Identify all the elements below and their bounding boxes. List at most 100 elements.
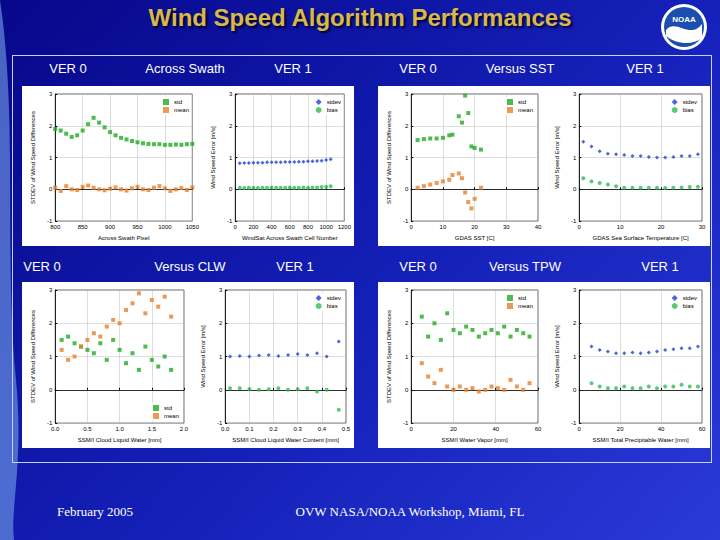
svg-text:0: 0: [410, 426, 414, 432]
svg-text:0: 0: [405, 186, 409, 192]
svg-text:std: std: [518, 99, 526, 105]
svg-text:WindSat Across Swath Cell Numb: WindSat Across Swath Cell Number: [242, 235, 338, 241]
svg-text:mean: mean: [174, 107, 189, 113]
svg-text:2: 2: [573, 320, 577, 326]
svg-text:1: 1: [573, 354, 577, 360]
svg-text:0: 0: [578, 426, 582, 432]
svg-text:2: 2: [405, 320, 409, 326]
svg-text:STDEV of Wind Speed Difference: STDEV of Wind Speed Differences: [30, 111, 36, 204]
svg-text:std: std: [518, 295, 526, 301]
svg-text:40: 40: [658, 426, 665, 432]
svg-text:0: 0: [410, 224, 414, 230]
svg-text:40: 40: [492, 426, 499, 432]
svg-text:STDEV of Wind Speed Difference: STDEV of Wind Speed Differences: [30, 310, 36, 403]
svg-text:2: 2: [49, 320, 53, 326]
svg-text:stdev: stdev: [683, 99, 697, 105]
svg-text:60: 60: [699, 426, 706, 432]
svg-text:2: 2: [405, 123, 409, 129]
svg-text:900: 900: [105, 224, 116, 230]
svg-text:Wind Speed Error [m/s]: Wind Speed Error [m/s]: [200, 325, 206, 388]
svg-text:0.5: 0.5: [83, 426, 92, 432]
svg-text:0.0: 0.0: [51, 426, 60, 432]
svg-text:20: 20: [617, 426, 624, 432]
svg-text:0: 0: [573, 186, 577, 192]
svg-text:0.2: 0.2: [269, 426, 278, 432]
svg-text:20: 20: [658, 224, 665, 230]
svg-text:0: 0: [234, 224, 238, 230]
svg-text:Wind Speed Error [m/s]: Wind Speed Error [m/s]: [554, 126, 560, 189]
svg-text:2: 2: [573, 123, 577, 129]
svg-text:SSM/I Cloud Liquid Water Conte: SSM/I Cloud Liquid Water Content [mm]: [232, 437, 339, 443]
svg-text:mean: mean: [518, 303, 533, 309]
svg-text:-1: -1: [403, 420, 409, 426]
svg-text:1: 1: [405, 354, 409, 360]
svg-text:0: 0: [49, 186, 53, 192]
svg-text:1000: 1000: [319, 224, 333, 230]
svg-text:stdev: stdev: [327, 295, 341, 301]
svg-text:10: 10: [440, 224, 447, 230]
svg-text:1000: 1000: [158, 224, 172, 230]
svg-text:-1: -1: [227, 218, 233, 224]
svg-text:1: 1: [49, 155, 53, 161]
svg-text:2.0: 2.0: [180, 426, 189, 432]
svg-text:Wind Speed Error [m/s]: Wind Speed Error [m/s]: [554, 325, 560, 388]
svg-text:20: 20: [450, 426, 457, 432]
svg-text:850: 850: [78, 224, 89, 230]
svg-text:0: 0: [229, 186, 233, 192]
svg-text:0: 0: [573, 387, 577, 393]
svg-text:30: 30: [699, 224, 706, 230]
svg-text:std: std: [174, 99, 182, 105]
svg-text:0: 0: [219, 387, 223, 393]
svg-text:1200: 1200: [338, 224, 352, 230]
svg-text:1.0: 1.0: [115, 426, 124, 432]
svg-text:600: 600: [285, 224, 296, 230]
svg-text:1.5: 1.5: [148, 426, 157, 432]
svg-text:1: 1: [229, 155, 233, 161]
svg-text:3: 3: [405, 287, 409, 293]
svg-text:950: 950: [132, 224, 143, 230]
svg-text:3: 3: [229, 91, 233, 97]
svg-text:3: 3: [49, 287, 53, 293]
svg-text:GDAS SST [C]: GDAS SST [C]: [455, 235, 495, 241]
svg-text:SSM/I Total Precipitable Water: SSM/I Total Precipitable Water [mm]: [593, 437, 689, 443]
svg-text:1050: 1050: [186, 224, 200, 230]
svg-text:1: 1: [219, 354, 223, 360]
svg-text:SSM/I Water Vapor [mm]: SSM/I Water Vapor [mm]: [442, 437, 508, 443]
svg-text:bias: bias: [327, 303, 338, 309]
svg-text:0.3: 0.3: [294, 426, 303, 432]
svg-text:0.0: 0.0: [221, 426, 230, 432]
svg-text:NOAA: NOAA: [672, 15, 696, 24]
svg-text:0: 0: [405, 387, 409, 393]
svg-text:3: 3: [405, 91, 409, 97]
svg-text:stdev: stdev: [683, 295, 697, 301]
svg-text:GDAS Sea Surface Temperature [: GDAS Sea Surface Temperature [C]: [592, 235, 689, 241]
svg-text:200: 200: [248, 224, 259, 230]
svg-text:2: 2: [229, 123, 233, 129]
svg-text:-1: -1: [571, 420, 577, 426]
svg-text:-1: -1: [403, 218, 409, 224]
svg-text:0.4: 0.4: [318, 426, 327, 432]
svg-text:bias: bias: [327, 107, 338, 113]
svg-text:0.1: 0.1: [245, 426, 254, 432]
svg-text:STDEV of Wind Speed Difference: STDEV of Wind Speed Differences: [386, 111, 392, 204]
svg-text:1: 1: [573, 155, 577, 161]
svg-text:800: 800: [50, 224, 61, 230]
svg-text:3: 3: [573, 287, 577, 293]
svg-text:STDEV of Wind Speed Difference: STDEV of Wind Speed Differences: [386, 310, 392, 403]
svg-text:2: 2: [49, 123, 53, 129]
svg-text:3: 3: [49, 91, 53, 97]
svg-text:mean: mean: [164, 413, 179, 419]
svg-text:1: 1: [405, 155, 409, 161]
svg-text:30: 30: [503, 224, 510, 230]
svg-text:Across Swath Pixel: Across Swath Pixel: [98, 235, 149, 241]
svg-text:SSM/I Cloud Liquid Water [mm]: SSM/I Cloud Liquid Water [mm]: [78, 437, 162, 443]
svg-text:10: 10: [617, 224, 624, 230]
svg-text:mean: mean: [518, 107, 533, 113]
svg-text:0.5: 0.5: [342, 426, 351, 432]
svg-text:800: 800: [303, 224, 314, 230]
svg-text:40: 40: [535, 224, 542, 230]
svg-text:Wind Speed Error [m/s]: Wind Speed Error [m/s]: [210, 126, 216, 189]
svg-text:0: 0: [578, 224, 582, 230]
svg-text:0: 0: [49, 387, 53, 393]
svg-text:3: 3: [219, 287, 223, 293]
